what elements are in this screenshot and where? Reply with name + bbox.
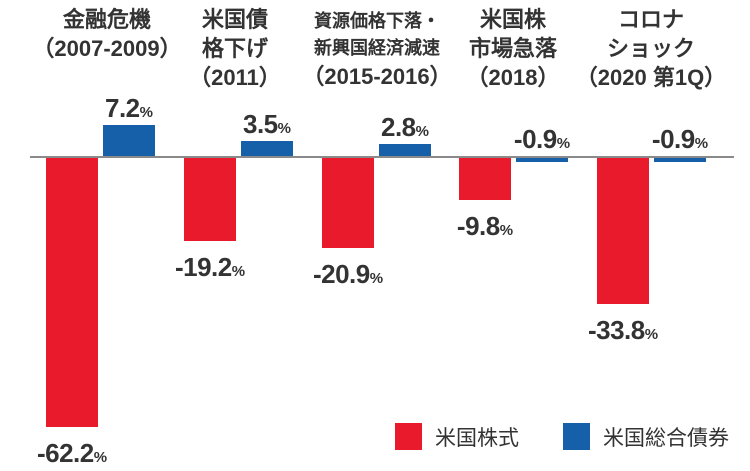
percent-suffix: % [499, 222, 514, 239]
percent-suffix: % [369, 270, 384, 287]
value-number: 2.8 [381, 112, 416, 142]
stocks-bar [184, 158, 236, 241]
group-header-line: 米国債 [201, 7, 269, 32]
stocks-value-label: -33.8% [588, 317, 658, 348]
legend-item: 米国株式 [395, 423, 519, 450]
percent-suffix: % [644, 326, 659, 343]
stocks-value-label: -62.2% [37, 440, 107, 471]
percent-suffix: % [277, 120, 291, 137]
group-header-line: 市場急落 [468, 36, 558, 61]
legend-swatch-stocks [395, 423, 422, 450]
group-header-line: 格下げ [201, 36, 269, 61]
value-number: -19.2 [174, 252, 232, 282]
bonds-value-label: 3.5% [243, 111, 291, 142]
legend-item: 米国総合債券 [563, 423, 729, 450]
group-header-line: 金融危機 [62, 7, 151, 32]
group-header-line: 新興国経済減速 [314, 38, 440, 58]
percent-suffix: % [556, 135, 571, 152]
value-number: -0.9 [651, 124, 695, 154]
percent-suffix: % [93, 449, 108, 466]
bonds-value-label: -0.9% [514, 126, 570, 157]
group-header: 資源価格下落・ 新興国経済減速 （2015-2016） [302, 8, 451, 91]
group-header: 米国株市場急落 （2018） [467, 5, 560, 92]
group-header: 米国債格下げ （2011） [189, 5, 281, 92]
percent-suffix: % [694, 135, 709, 152]
bonds-bar [654, 158, 706, 162]
x-axis-zero-line [30, 156, 734, 158]
group-header: 金融危機 （2007-2009） [32, 5, 181, 63]
stocks-bar [459, 158, 511, 200]
group-header-line: 資源価格下落・ [314, 11, 440, 31]
legend-label: 米国株式 [435, 426, 519, 450]
value-number: -33.8 [587, 315, 645, 345]
legend-label: 米国総合債券 [603, 426, 729, 450]
group-header-line: コロナ [617, 7, 684, 32]
bonds-bar [103, 125, 155, 156]
bonds-bar [379, 144, 431, 156]
group-header-line: （2018） [466, 65, 560, 90]
percent-suffix: % [415, 123, 429, 140]
bonds-value-label: 7.2% [105, 95, 153, 126]
stocks-bar [322, 158, 374, 248]
bonds-value-label: -0.9% [652, 126, 708, 157]
legend-swatch-bonds [563, 423, 590, 450]
value-number: -20.9 [312, 259, 370, 289]
group-header-line: （2011） [189, 65, 281, 90]
value-number: -62.2 [36, 438, 94, 468]
group-header-line: ショック [606, 36, 695, 61]
stocks-value-label: -20.9% [313, 261, 383, 292]
group-header-line: （2020 第1Q） [575, 65, 727, 90]
stocks-bar [597, 158, 649, 304]
bonds-value-label: 2.8% [381, 114, 429, 145]
group-header-line: （2015-2016） [302, 64, 452, 89]
group-header-line: 米国株 [479, 7, 547, 32]
percent-suffix: % [139, 104, 153, 121]
group-header: コロナショック （2020 第1Q） [576, 5, 726, 92]
value-number: 7.2 [105, 93, 140, 123]
value-number: -0.9 [513, 124, 557, 154]
value-number: -9.8 [456, 211, 500, 241]
group-header-line: （2007-2009） [32, 36, 182, 61]
bonds-bar [241, 141, 293, 156]
stocks-value-label: -19.2% [175, 254, 245, 285]
percent-suffix: % [231, 263, 246, 280]
value-number: 3.5 [243, 109, 278, 139]
stocks-value-label: -9.8% [457, 213, 513, 244]
bonds-bar [516, 158, 568, 162]
stocks-bar [46, 158, 98, 427]
